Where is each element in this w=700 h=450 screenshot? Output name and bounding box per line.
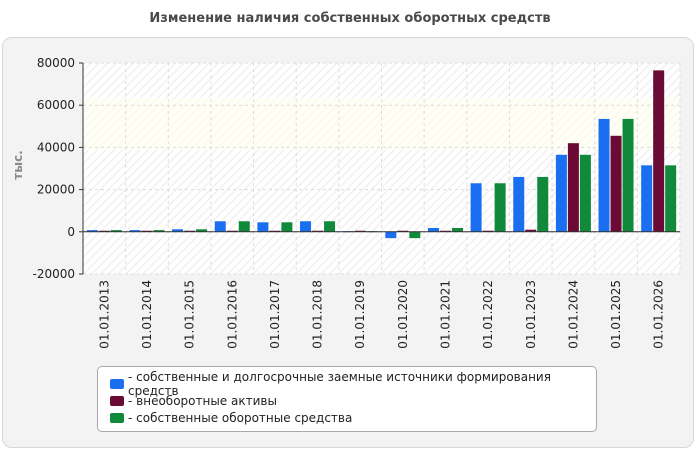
legend: - собственные и долгосрочные заемные ист… [97,366,597,432]
legend-swatch-working-capital [110,412,124,423]
bar [300,221,312,232]
bar [354,230,366,232]
bar [196,229,208,232]
bar [312,230,324,232]
bar [494,183,506,232]
x-tick-label: 01.01.2024 [566,280,580,349]
legend-label-sources: - собственные и долгосрочные заемные ист… [128,369,551,398]
bar [129,230,141,232]
bar [269,230,281,232]
legend-item-working-capital: - собственные оборотные средства [98,409,596,426]
bar [525,229,537,232]
legend-label-working-capital: - собственные оборотные средства [128,410,353,425]
bar [214,221,226,232]
bar [537,176,549,232]
legend-item-noncurrent: - внеоборотные активы [98,392,596,409]
bar [439,230,451,232]
bar [482,230,494,232]
legend-swatch-noncurrent [110,395,124,406]
y-tick-label: 40000 [37,140,75,154]
bar [238,221,250,232]
bar [665,165,677,232]
x-tick-label: 01.01.2020 [396,280,410,349]
bar [653,70,665,232]
bar [86,230,98,232]
bar [622,118,634,232]
bar [184,230,196,232]
x-tick-label: 01.01.2022 [481,280,495,349]
legend-item-sources: - собственные и долгосрочные заемные ист… [98,370,596,398]
bar [153,230,165,232]
y-tick-label: 0 [67,225,75,239]
bar [555,154,567,232]
bar [397,230,409,232]
bar [567,143,579,232]
y-tick-label: 20000 [37,183,75,197]
bar [451,228,463,232]
bar [98,230,110,232]
x-tick-label: 01.01.2023 [524,280,538,349]
chart-title: Изменение наличия собственных оборотных … [149,11,551,26]
x-tick-label: 01.01.2026 [652,280,666,349]
bar [610,135,622,232]
x-tick-label: 01.01.2014 [140,280,154,349]
legend-swatch-sources [110,378,124,389]
bar [172,229,184,232]
x-tick-label: 01.01.2015 [183,280,197,349]
bar [579,154,591,232]
x-tick-label: 01.01.2016 [225,280,239,349]
y-tick-label: 60000 [37,98,75,112]
y-tick-label: -20000 [32,267,75,281]
bar [513,176,525,232]
y-tick-label: 80000 [37,56,75,70]
y-axis-label: тыс. [11,150,25,179]
x-tick-label: 01.01.2025 [609,280,623,349]
legend-label-noncurrent: - внеоборотные активы [128,393,277,408]
bar [141,230,153,232]
x-tick-label: 01.01.2021 [438,280,452,349]
bar [257,222,269,232]
x-tick-label: 01.01.2018 [311,280,325,349]
bar [470,183,482,232]
x-tick-label: 01.01.2019 [353,280,367,349]
bar [641,165,653,232]
bar [427,228,439,232]
bar [110,230,122,232]
bar [409,231,421,239]
x-tick-label: 01.01.2017 [268,280,282,349]
bar [598,118,610,232]
bar [385,231,397,239]
x-tick-label: 01.01.2013 [97,280,111,349]
bar [324,221,336,232]
bar [281,222,293,232]
bar [226,230,238,232]
